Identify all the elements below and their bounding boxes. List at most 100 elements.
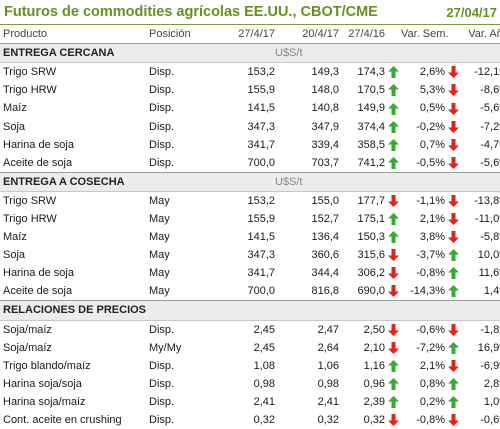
price-current: 700,0 — [247, 156, 275, 169]
product-name: Harina de soja — [3, 138, 74, 151]
position: Disp. — [149, 156, 175, 169]
title-bar: Futuros de commodities agrícolas EE.UU.,… — [0, 0, 500, 25]
yearly-change: -0,6% — [480, 414, 500, 427]
arrow-up-icon — [387, 396, 399, 409]
section-header: ENTREGA A COSECHA U$S/t — [0, 171, 500, 192]
weekly-change: 0,8% — [419, 377, 445, 390]
arrow-up-icon — [387, 156, 399, 169]
yearly-change: 11,6% — [478, 267, 500, 280]
weekly-change: -0,8% — [416, 267, 445, 280]
price-week-ago: 703,7 — [311, 156, 339, 169]
arrow-down-icon — [387, 249, 399, 262]
price-current: 700,0 — [247, 285, 275, 298]
weekly-change: 3,8% — [419, 231, 445, 244]
table-row: Aceite de soja Disp. 700,0 703,7 741,2 -0,5% -… — [0, 154, 500, 173]
yearly-change: -8,6% — [480, 84, 500, 97]
price-current: 2,45 — [253, 323, 275, 336]
year-trend-cell — [385, 63, 401, 82]
price-year-ago: 170,5 — [357, 84, 385, 97]
position: Disp. — [149, 84, 175, 97]
product-name: Aceite de soja — [3, 285, 73, 298]
weekly-change: 0,7% — [419, 138, 445, 151]
weekly-change: 0,5% — [419, 102, 445, 115]
price-current: 1,08 — [253, 359, 275, 372]
price-year-ago: 374,4 — [357, 120, 385, 133]
arrow-up-icon — [447, 267, 459, 280]
product-name: Harina soja/soja — [3, 377, 82, 390]
arrow-down-icon — [387, 414, 399, 427]
year-trend-cell — [385, 228, 401, 246]
arrow-down-icon — [447, 323, 459, 336]
price-current: 341,7 — [247, 267, 275, 280]
year-trend-cell — [385, 282, 401, 301]
arrow-up-icon — [387, 359, 399, 372]
arrow-down-icon — [387, 267, 399, 280]
product-name: Harina de soja — [3, 267, 74, 280]
price-current: 141,5 — [247, 102, 275, 115]
price-week-ago: 2,64 — [317, 341, 339, 354]
col-var-sem: Var. Sem. — [401, 25, 448, 45]
price-current: 153,2 — [247, 66, 275, 79]
table-row: Harina de soja May 341,7 344,4 306,2 -0,8% 11,… — [0, 264, 500, 282]
week-trend-cell — [445, 117, 461, 135]
price-current: 0,32 — [253, 414, 275, 427]
arrow-down-icon — [387, 285, 399, 298]
week-trend-cell — [445, 191, 461, 210]
year-trend-cell — [385, 339, 401, 357]
position: Disp. — [149, 395, 175, 408]
weekly-change: 5,3% — [419, 84, 445, 97]
position: Disp. — [149, 66, 175, 79]
year-trend-cell — [385, 81, 401, 99]
yearly-change: 16,9% — [477, 341, 500, 354]
yearly-change: -5,8% — [480, 231, 500, 244]
product-name: Maíz — [3, 231, 27, 244]
year-trend-cell — [385, 210, 401, 228]
table-body: ENTREGA CERCANA U$S/t Trigo SRW Disp. 153,2 1… — [0, 43, 500, 429]
year-trend-cell — [385, 357, 401, 375]
position: May — [149, 285, 170, 298]
arrow-down-icon — [447, 414, 459, 427]
report-date: 27/04/17 — [446, 4, 497, 20]
price-week-ago: 339,4 — [311, 138, 339, 151]
weekly-change: -0,8% — [416, 414, 445, 427]
price-year-ago: 150,3 — [357, 231, 385, 244]
arrow-down-icon — [447, 138, 459, 151]
product-name: Maíz — [3, 102, 27, 115]
year-trend-cell — [385, 154, 401, 173]
table-row: Trigo HRW Disp. 155,9 148,0 170,5 5,3% -8,6% — [0, 81, 500, 99]
arrow-up-icon — [387, 84, 399, 97]
table-row: Cont. aceite en crushing Disp. 0,32 0,32 0,3… — [0, 411, 500, 429]
price-year-ago: 306,2 — [357, 267, 385, 280]
week-trend-cell — [445, 339, 461, 357]
year-trend-cell — [385, 99, 401, 117]
price-year-ago: 690,0 — [357, 285, 385, 298]
yearly-change: -12,1% — [474, 66, 500, 79]
arrow-up-icon — [447, 285, 459, 298]
arrow-down-icon — [387, 323, 399, 336]
yearly-change: -5,6% — [480, 156, 500, 169]
product-name: Trigo HRW — [3, 212, 57, 225]
price-week-ago: 2,47 — [317, 323, 339, 336]
price-year-ago: 0,32 — [363, 414, 385, 427]
table-row: Soja/maíz Disp. 2,45 2,47 2,50 -0,6% -1,8% — [0, 320, 500, 339]
arrow-down-icon — [447, 102, 459, 115]
arrow-up-icon — [387, 231, 399, 244]
product-name: Soja — [3, 120, 26, 133]
price-current: 153,2 — [247, 194, 275, 207]
price-week-ago: 2,41 — [317, 395, 339, 408]
price-year-ago: 2,10 — [363, 341, 385, 354]
week-trend-cell — [445, 411, 461, 429]
weekly-change: -0,5% — [416, 156, 445, 169]
arrow-down-icon — [447, 359, 459, 372]
price-week-ago: 140,8 — [311, 102, 339, 115]
price-year-ago: 741,2 — [357, 156, 385, 169]
table-row: Soja Disp. 347,3 347,9 374,4 -0,2% -7,2% — [0, 117, 500, 135]
price-week-ago: 0,32 — [317, 414, 339, 427]
year-trend-cell — [385, 393, 401, 411]
col-date-2: 20/4/17 — [275, 25, 339, 45]
year-trend-cell — [385, 191, 401, 210]
position: Disp. — [149, 102, 175, 115]
yearly-change: -1,8% — [480, 323, 500, 336]
price-week-ago: 347,9 — [311, 120, 339, 133]
arrow-down-icon — [447, 231, 459, 244]
